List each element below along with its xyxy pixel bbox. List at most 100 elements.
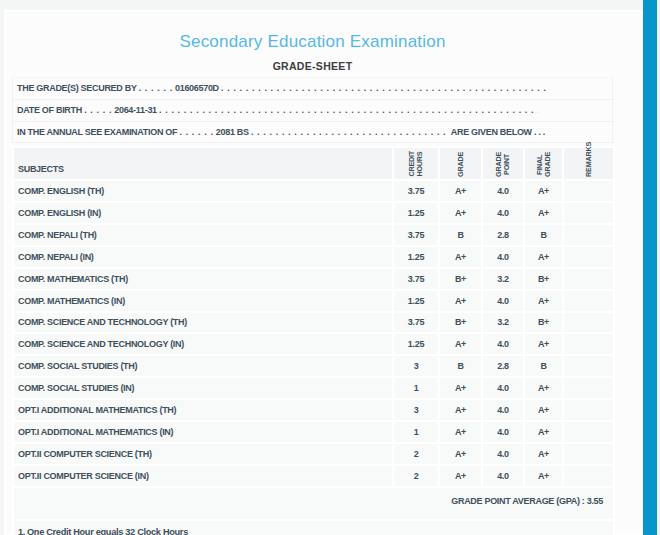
cell-credit_hours: 3.75 [393, 224, 439, 246]
cell-remarks [563, 224, 614, 246]
cell-final_grade: A+ [524, 377, 563, 399]
cell-final_grade: B+ [524, 312, 563, 334]
cell-subject: COMP. ENGLISH (IN) [13, 202, 393, 224]
cell-remarks [563, 333, 614, 355]
cell-grade: B [439, 355, 482, 377]
info-value: 2081 BS [214, 127, 251, 137]
table-row: OPT.I ADDITIONAL MATHEMATICS (IN)1A+4.0A… [13, 421, 614, 443]
cell-grade_point: 4.0 [482, 246, 524, 268]
table-row: COMP. NEPALI (IN)1.25A+4.0A+ [13, 246, 614, 268]
column-header-final_grade: FINALGRADE [524, 147, 563, 180]
cell-remarks [563, 202, 614, 224]
grade-sheet-subtitle: GRADE-SHEET [12, 60, 613, 72]
cell-subject: OPT.I ADDITIONAL MATHEMATICS (TH) [13, 399, 393, 421]
column-header-subject: SUBJECTS [13, 147, 393, 180]
cell-final_grade: A+ [524, 333, 563, 355]
column-header-grade_point: GRADEPOINT [482, 147, 524, 180]
cell-subject: COMP. SOCIAL STUDIES (IN) [13, 377, 393, 399]
dotted-leader: . . . . . . [139, 83, 173, 93]
cell-final_grade: B [524, 355, 563, 377]
cell-subject: COMP. MATHEMATICS (IN) [13, 290, 393, 312]
cell-grade: A+ [439, 180, 482, 202]
info-label: IN THE ANNUAL SEE EXAMINATION OF [13, 127, 179, 137]
grades-table: SUBJECTSCREDITHOURS GRADE GRADEPOINT FINALG… [12, 146, 615, 535]
cell-subject: COMP. SOCIAL STUDIES (TH) [13, 355, 393, 377]
cell-final_grade: B+ [524, 268, 563, 290]
column-header-remarks: REMARKS [563, 147, 614, 180]
footnote-row: 1.One Credit Hour equals 32 Clock Hours [13, 520, 614, 535]
cell-subject: COMP. NEPALI (TH) [13, 224, 393, 246]
cell-subject: COMP. MATHEMATICS (TH) [13, 268, 393, 290]
cell-remarks [563, 443, 614, 465]
table-row: COMP. SOCIAL STUDIES (TH)3B2.8B [13, 355, 614, 377]
rotated-header-label: GRADEPOINT [495, 152, 511, 177]
info-suffix: ARE GIVEN BELOW . . . [449, 127, 545, 137]
cell-credit_hours: 2 [393, 443, 439, 465]
dotted-leader: . . . . . . . . . . . . . . . . . . . . … [251, 127, 449, 137]
column-header-grade: GRADE [439, 147, 482, 180]
cell-credit_hours: 3.75 [393, 312, 439, 334]
column-header-credit_hours: CREDITHOURS [393, 147, 439, 180]
cell-credit_hours: 3.75 [393, 180, 439, 202]
info-line: DATE OF BIRTH . . . . . 2064-11-31 . . .… [13, 100, 612, 122]
table-row: OPT.I ADDITIONAL MATHEMATICS (TH)3A+4.0A… [13, 399, 614, 421]
cell-credit_hours: 3 [393, 355, 439, 377]
dotted-leader: . . . . . . . . . . . . . . . . . . . . … [159, 105, 538, 115]
cell-subject: OPT.I ADDITIONAL MATHEMATICS (IN) [13, 421, 393, 443]
cell-credit_hours: 3 [393, 399, 439, 421]
table-row: OPT.II COMPUTER SCIENCE (IN)2A+4.0A+ [13, 465, 614, 487]
table-row: COMP. ENGLISH (TH)3.75A+4.0A+ [13, 180, 614, 202]
cell-remarks [563, 421, 614, 443]
cell-subject: OPT.II COMPUTER SCIENCE (IN) [13, 465, 393, 487]
info-label: THE GRADE(S) SECURED BY [13, 83, 139, 93]
table-row: COMP. SCIENCE AND TECHNOLOGY (IN)1.25A+4… [13, 333, 614, 355]
cell-grade: B+ [439, 268, 482, 290]
cell-credit_hours: 2 [393, 465, 439, 487]
cell-final_grade: A+ [524, 290, 563, 312]
cell-remarks [563, 290, 614, 312]
cell-remarks [563, 465, 614, 487]
cell-grade: A+ [439, 333, 482, 355]
cell-grade_point: 3.2 [482, 268, 524, 290]
cell-final_grade: A+ [524, 202, 563, 224]
cell-credit_hours: 3.75 [393, 268, 439, 290]
cell-grade: A+ [439, 443, 482, 465]
cell-subject: COMP. NEPALI (IN) [13, 246, 393, 268]
info-label: DATE OF BIRTH [13, 105, 84, 115]
cell-grade: B+ [439, 312, 482, 334]
cell-grade: A+ [439, 290, 482, 312]
cell-remarks [563, 399, 614, 421]
cell-remarks [563, 268, 614, 290]
cell-grade: A+ [439, 246, 482, 268]
cell-final_grade: A+ [524, 180, 563, 202]
table-row: COMP. SCIENCE AND TECHNOLOGY (TH)3.75B+3… [13, 312, 614, 334]
cell-grade_point: 4.0 [482, 465, 524, 487]
cell-remarks [563, 312, 614, 334]
cell-subject: COMP. SCIENCE AND TECHNOLOGY (IN) [13, 333, 393, 355]
cell-grade_point: 4.0 [482, 377, 524, 399]
cell-grade: A+ [439, 465, 482, 487]
table-row: COMP. ENGLISH (IN)1.25A+4.0A+ [13, 202, 614, 224]
cell-remarks [563, 180, 614, 202]
dotted-leader: . . . . . . . . . . . . . . . . . . . . … [221, 83, 546, 93]
cell-subject: COMP. ENGLISH (TH) [13, 180, 393, 202]
grade-sheet-card: Secondary Education Examination GRADE-SH… [4, 10, 643, 535]
cell-final_grade: A+ [524, 399, 563, 421]
rotated-header-label: GRADE [457, 152, 465, 177]
table-row: COMP. MATHEMATICS (TH)3.75B+3.2B+ [13, 268, 614, 290]
info-value: 2064-11-31 [112, 105, 159, 115]
cell-grade: A+ [439, 399, 482, 421]
cell-grade_point: 4.0 [482, 202, 524, 224]
cell-subject: OPT.II COMPUTER SCIENCE (TH) [13, 443, 393, 465]
cell-grade_point: 4.0 [482, 290, 524, 312]
cell-grade: A+ [439, 377, 482, 399]
dotted-leader: . . . . . [84, 105, 112, 115]
cell-grade_point: 4.0 [482, 180, 524, 202]
table-header-row: SUBJECTSCREDITHOURS GRADE GRADEPOINT FINALG… [13, 147, 614, 180]
cell-final_grade: B [524, 224, 563, 246]
cell-final_grade: A+ [524, 443, 563, 465]
cell-grade_point: 2.8 [482, 355, 524, 377]
cell-grade_point: 4.0 [482, 421, 524, 443]
cell-grade_point: 3.2 [482, 312, 524, 334]
gpa-row: GRADE POINT AVERAGE (GPA) : 3.55 [13, 487, 614, 520]
